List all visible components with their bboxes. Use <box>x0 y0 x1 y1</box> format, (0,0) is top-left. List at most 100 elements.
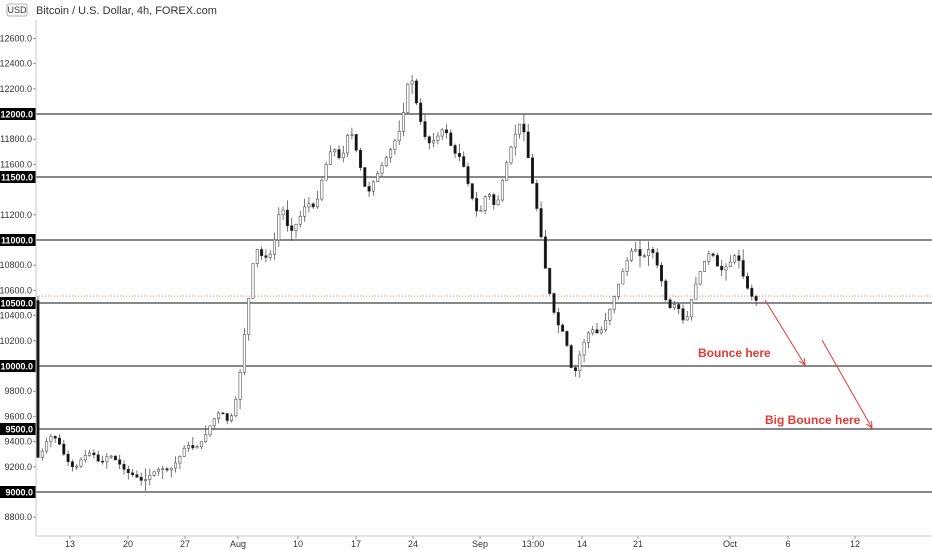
candle-body <box>204 434 208 442</box>
candle-body <box>509 146 513 164</box>
candle-body <box>518 123 522 135</box>
candle-body <box>152 471 156 476</box>
candle-body <box>621 271 625 285</box>
candle-body <box>720 265 724 271</box>
candle-body <box>199 441 203 447</box>
candle-body <box>290 225 294 231</box>
candle-body <box>225 413 229 421</box>
candle-body <box>582 342 586 356</box>
x-tick-label: Oct <box>723 539 738 549</box>
candle-body <box>57 437 61 445</box>
candle-body <box>573 367 577 372</box>
candle-body <box>457 153 461 157</box>
x-tick-label: 10 <box>293 539 303 549</box>
candle-body <box>156 469 160 473</box>
candle-body <box>139 476 143 481</box>
candle-body <box>49 435 53 442</box>
candle-body <box>285 209 289 227</box>
candle-body <box>66 453 70 463</box>
candle-body <box>255 249 259 264</box>
level-label: 10500.0 <box>0 299 33 309</box>
candle-body <box>45 441 49 452</box>
candle-body <box>741 260 745 277</box>
annotation-big-bounce-here: Big Bounce here <box>765 413 861 427</box>
candle-body <box>53 435 57 439</box>
candle-body <box>260 249 264 257</box>
candle-body <box>500 180 504 201</box>
candle-body <box>432 140 436 144</box>
candle-body <box>453 145 457 154</box>
candle-body <box>487 194 491 197</box>
x-tick-label: 27 <box>180 539 190 549</box>
x-tick-label: Aug <box>230 539 246 549</box>
candle-body <box>311 203 315 208</box>
candle-body <box>277 214 281 241</box>
level-tag <box>0 423 36 435</box>
candle-body <box>647 249 651 257</box>
candle-body <box>281 209 285 216</box>
candle-body <box>548 268 552 294</box>
candle-body <box>668 299 672 309</box>
currency-badge[interactable]: USD <box>6 3 28 17</box>
candle-body <box>363 167 367 187</box>
candle-body <box>371 181 375 192</box>
x-tick-label: 20 <box>123 539 133 549</box>
annotations-layer: Bounce here Big Bounce here <box>698 299 873 429</box>
candle-body <box>208 425 212 435</box>
candle-body <box>36 300 40 458</box>
candle-body <box>230 415 234 421</box>
candle-body <box>750 287 754 297</box>
level-label: 11000.0 <box>1 236 33 246</box>
candle-body <box>346 135 350 154</box>
candle-body <box>419 102 423 122</box>
candle-body <box>561 324 565 332</box>
level-label: 11500.0 <box>1 173 33 183</box>
candle-body <box>376 172 380 183</box>
support-resistance-levels: 12000.0 11500.0 11000.0 10500.0 10000.0 9500.… <box>0 108 932 498</box>
candle-body <box>118 459 122 465</box>
candlestick-series <box>36 74 758 491</box>
chart-title: Bitcoin / U.S. Dollar, 4h, FOREX.com <box>36 5 217 17</box>
y-tick-label: 10800.0 <box>0 260 32 270</box>
candle-body <box>354 134 358 151</box>
candle-body <box>358 149 362 168</box>
candle-body <box>217 412 221 419</box>
candle-body <box>604 320 608 331</box>
level-label: 12000.0 <box>0 110 33 120</box>
candle-body <box>414 80 418 104</box>
y-tick-label: 12200.0 <box>0 84 32 94</box>
y-tick-label: 12600.0 <box>0 33 32 43</box>
candle-body <box>672 304 676 309</box>
candle-body <box>101 460 105 463</box>
candle-body <box>505 162 509 181</box>
level-tag <box>0 297 36 309</box>
y-tick-label: 9400.0 <box>4 437 32 447</box>
candle-body <box>79 459 83 467</box>
candle-body <box>651 249 655 253</box>
y-tick-label: 10400.0 <box>0 311 32 321</box>
candle-body <box>238 371 242 400</box>
level-tag <box>0 486 36 498</box>
level-tag <box>0 360 36 372</box>
level-label: 9500.0 <box>5 425 33 435</box>
candle-body <box>268 253 272 258</box>
candle-body <box>307 203 311 208</box>
x-tick-label: 17 <box>351 539 361 549</box>
candle-body <box>556 312 560 326</box>
candle-body <box>122 463 126 470</box>
candle-body <box>440 129 444 137</box>
candle-body <box>165 468 169 471</box>
candle-body <box>251 263 255 299</box>
candle-body <box>191 445 195 449</box>
candle-body <box>264 255 268 258</box>
candle-body <box>337 149 341 159</box>
candle-body <box>410 80 414 85</box>
candle-body <box>62 443 66 455</box>
level-label: 9000.0 <box>5 488 33 498</box>
candle-body <box>685 316 689 321</box>
candle-body <box>161 468 165 470</box>
candle-body <box>677 304 681 309</box>
candle-body <box>492 194 496 206</box>
candle-body <box>591 329 595 334</box>
